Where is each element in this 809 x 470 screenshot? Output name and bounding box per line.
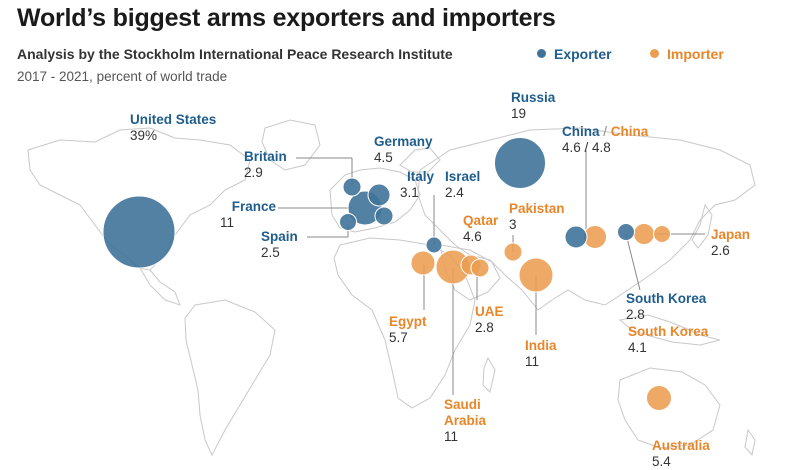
label-value: 39% — [130, 128, 158, 143]
bubble-exporter-spain — [339, 213, 357, 231]
label-south-korea-exporter: South Korea 2.8 — [626, 291, 706, 323]
label-name: UAE — [475, 304, 504, 319]
label-value: 3.1 — [400, 185, 419, 200]
label-name: Australia — [652, 438, 710, 453]
bubble-exporter-russia — [494, 137, 546, 189]
label-japan: Japan 2.6 — [711, 227, 750, 259]
label-value: 2.6 — [711, 243, 730, 258]
label-name: Qatar — [463, 213, 499, 228]
label-united-states: United States 39% — [130, 112, 216, 144]
bubble-importer-australia — [646, 385, 672, 411]
label-value: 4.6 — [463, 229, 482, 244]
china-separator: / — [599, 124, 611, 139]
bubbles — [102, 137, 672, 411]
label-value: 2.8 — [626, 307, 645, 322]
legend-importer-label: Importer — [667, 46, 724, 62]
label-pakistan: Pakistan 3 — [509, 201, 565, 233]
bubble-importer-pakistan — [503, 242, 523, 262]
label-qatar: Qatar 4.6 — [463, 213, 498, 245]
exporter-dot-icon — [537, 49, 546, 58]
leader-lines — [278, 150, 705, 395]
label-value: 2.8 — [475, 320, 494, 335]
label-name: Germany — [374, 134, 433, 149]
label-name: Britain — [244, 149, 287, 164]
label-name: India — [525, 338, 557, 353]
label-value: 4.6 / 4.8 — [562, 140, 611, 155]
label-name: Russia — [511, 90, 556, 105]
label-name: Egypt — [389, 314, 427, 329]
label-value: 5.4 — [652, 454, 671, 469]
label-name: Spain — [261, 229, 298, 244]
bubble-importer-india — [518, 257, 554, 293]
label-name: Saudi — [444, 397, 481, 412]
label-value: 3 — [509, 217, 517, 232]
bubble-importer-uae — [470, 258, 490, 278]
label-russia: Russia 19 — [511, 90, 555, 122]
label-name: South Korea — [626, 291, 707, 306]
china-exporter-name: China — [562, 124, 600, 139]
label-south-korea-importer: South Korea 4.1 — [628, 324, 708, 356]
bubble-exporter-britain — [342, 177, 362, 197]
bubble-importer-japan — [653, 225, 671, 243]
label-value: 2.4 — [445, 185, 464, 200]
label-britain: Britain 2.9 — [244, 149, 287, 181]
label-value: 2.9 — [244, 165, 263, 180]
chart-title: World’s biggest arms exporters and impor… — [17, 4, 556, 32]
label-israel: Israel 2.4 — [445, 169, 480, 201]
label-name: United States — [130, 112, 217, 127]
bubble-exporter-united-states — [102, 195, 176, 269]
china-importer-name: China — [610, 124, 649, 139]
label-italy: Italy 3.1 — [400, 169, 434, 201]
label-name: China / China — [562, 124, 648, 140]
label-saudi-arabia: Saudi Arabia 11 — [444, 397, 486, 445]
legend-exporter-label: Exporter — [554, 46, 612, 62]
chart-subtitle: Analysis by the Stockholm International … — [17, 46, 453, 62]
bubble-exporter-germany — [367, 183, 391, 207]
label-name: France — [231, 199, 276, 214]
label-name: Pakistan — [509, 201, 565, 216]
legend-importer: Importer — [650, 46, 724, 62]
label-spain: Spain 2.5 — [261, 229, 298, 261]
label-value: 2.5 — [261, 245, 280, 260]
label-name: South Korea — [628, 324, 709, 339]
label-china: China / China 4.6 / 4.8 — [562, 124, 648, 156]
label-value: 11 — [525, 354, 540, 369]
label-value: 11 — [444, 429, 459, 444]
bubble-importer-south-korea — [633, 223, 655, 245]
bubble-exporter-italy — [374, 206, 394, 226]
label-value: 4.1 — [628, 340, 647, 355]
label-name-line2: Arabia — [444, 413, 487, 428]
label-name: Israel — [445, 169, 481, 184]
label-name: Japan — [711, 227, 751, 242]
bubble-exporter-israel — [425, 236, 443, 254]
importer-dot-icon — [650, 49, 659, 58]
legend-exporter: Exporter — [537, 46, 612, 62]
land-outlines — [27, 119, 756, 457]
label-value: 19 — [511, 106, 527, 121]
label-uae: UAE 2.8 — [475, 304, 504, 336]
label-value: 5.7 — [389, 330, 408, 345]
label-australia: Australia 5.4 — [652, 438, 710, 470]
label-india: India 11 — [525, 338, 557, 370]
label-name: Italy — [406, 169, 434, 184]
label-france: France 11 — [220, 199, 276, 231]
label-germany: Germany 4.5 — [374, 134, 433, 166]
bubble-exporter-china — [564, 225, 588, 249]
label-value: 11 — [220, 215, 235, 230]
chart-period: 2017 - 2021, percent of world trade — [17, 69, 228, 84]
label-value: 4.5 — [374, 150, 393, 165]
bubble-exporter-south-korea — [617, 223, 635, 241]
bubble-importer-egypt — [410, 250, 436, 276]
label-egypt: Egypt 5.7 — [389, 314, 427, 346]
